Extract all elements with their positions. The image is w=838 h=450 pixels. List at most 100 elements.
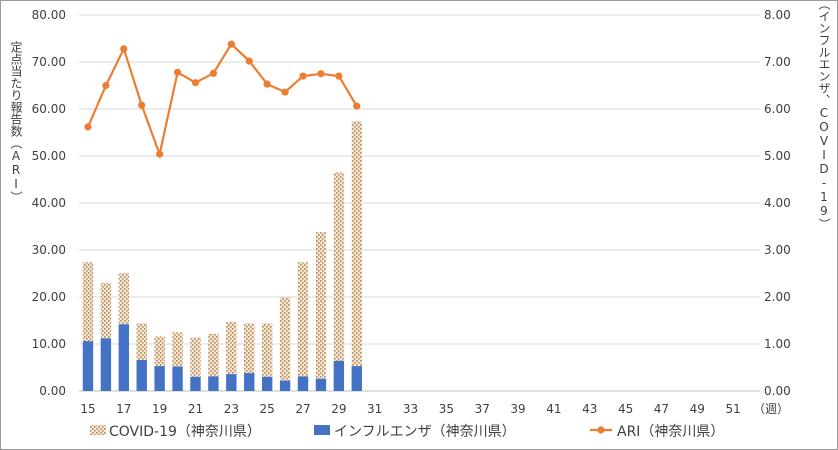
x-tick-label: 49 xyxy=(690,402,705,416)
x-tick-label: 39 xyxy=(510,402,525,416)
legend: COVID-19（神奈川県） インフルエンザ（神奈川県） ARI（神奈川県） xyxy=(90,424,724,440)
covid19-bar xyxy=(244,323,255,374)
left-tick-label: 50.00 xyxy=(32,149,66,163)
left-tick-label: 40.00 xyxy=(32,196,66,210)
ari-point xyxy=(263,80,271,88)
ari-point xyxy=(138,101,146,109)
influenza-bar xyxy=(279,380,291,391)
covid19-bar xyxy=(82,262,94,342)
covid19-bar xyxy=(279,297,291,381)
influenza-bar xyxy=(226,374,237,391)
right-tick-label: 3.00 xyxy=(764,243,791,257)
right-tick-label: 0.00 xyxy=(764,384,791,398)
legend-influenza-swatch xyxy=(314,425,330,435)
right-tick-label: 8.00 xyxy=(764,8,791,22)
influenza-bar xyxy=(351,366,362,391)
x-tick-label: 21 xyxy=(188,402,203,416)
covid19-bar xyxy=(351,121,362,367)
legend-covid19-label: COVID-19（神奈川県） xyxy=(109,424,261,440)
axis-titles: 定点当たり報告数（ARI） 定点当たり報告数（インフルエンザ、COVID-19） xyxy=(9,0,831,230)
ari-point xyxy=(209,69,218,77)
covid19-bar xyxy=(226,321,237,375)
ari-point xyxy=(156,150,164,158)
x-tick-label: 45 xyxy=(618,402,633,416)
legend-influenza-label: インフルエンザ（神奈川県） xyxy=(334,424,516,440)
legend-covid19-swatch xyxy=(90,425,106,435)
influenza-bar xyxy=(315,378,327,391)
left-tick-label: 10.00 xyxy=(32,337,66,351)
covid19-bar xyxy=(190,337,201,377)
ari-point xyxy=(191,79,200,87)
x-tick-label: 51 xyxy=(725,402,740,416)
x-tick-label: 27 xyxy=(295,402,310,416)
ari-point xyxy=(120,45,128,53)
covid19-bar xyxy=(172,332,183,367)
x-tick-label: 25 xyxy=(260,402,275,416)
right-tick-label: 1.00 xyxy=(764,337,791,351)
covid19-bar xyxy=(154,336,165,367)
influenza-bar xyxy=(118,324,129,391)
x-tick-label: 43 xyxy=(582,402,597,416)
influenza-bar xyxy=(190,376,201,391)
ari-point xyxy=(299,72,307,80)
right-tick-label: 2.00 xyxy=(764,290,791,304)
x-tick-label: 17 xyxy=(116,402,131,416)
influenza-bar xyxy=(82,341,94,391)
x-tick-label: 41 xyxy=(546,402,561,416)
x-axis: 15 17 19 21 23 25 27 29 31 33 35 37 39 41 43 45 47 49 51 （週… xyxy=(80,402,789,416)
x-tick-label: 19 xyxy=(152,402,167,416)
ari-point xyxy=(353,102,361,110)
influenza-bar xyxy=(297,376,309,391)
covid19-bar xyxy=(100,282,112,339)
x-unit-label: （週） xyxy=(753,402,789,416)
left-tick-label: 70.00 xyxy=(32,55,66,69)
right-axis: 0.00 1.00 2.00 3.00 4.00 5.00 6.00 7.00 8.00 xyxy=(764,8,791,398)
influenza-bar xyxy=(333,360,345,391)
x-tick-label: 35 xyxy=(439,402,454,416)
influenza-bar xyxy=(154,366,165,391)
x-tick-label: 29 xyxy=(331,402,346,416)
x-tick-label: 37 xyxy=(475,402,490,416)
ari-point xyxy=(173,68,182,76)
right-tick-label: 5.00 xyxy=(764,149,791,163)
influenza-bar xyxy=(261,376,273,391)
ari-line xyxy=(86,42,358,156)
right-tick-label: 7.00 xyxy=(764,55,791,69)
x-tick-label: 15 xyxy=(80,402,95,416)
ari-point xyxy=(102,81,110,90)
covid19-bar xyxy=(333,172,345,361)
ari-point xyxy=(335,72,343,80)
right-tick-label: 6.00 xyxy=(764,102,791,116)
right-axis-title: 定点当たり報告数（インフルエンザ、COVID-19） xyxy=(817,0,831,230)
influenza-bar xyxy=(136,359,147,391)
left-tick-label: 0.00 xyxy=(39,384,66,398)
legend-ari-label: ARI（神奈川県） xyxy=(617,424,724,440)
ari-point xyxy=(245,57,253,65)
covid19-bar xyxy=(297,262,309,377)
left-tick-label: 30.00 xyxy=(32,243,66,257)
left-axis-title: 定点当たり報告数（ARI） xyxy=(9,40,23,203)
covid19-bar xyxy=(208,333,219,377)
left-axis: 0.00 10.00 20.00 30.00 40.00 50.00 60.00 70.00 8… xyxy=(32,8,66,398)
x-tick-label: 47 xyxy=(654,402,669,416)
covid19-bar xyxy=(261,323,273,377)
ari-point xyxy=(84,123,92,131)
influenza-bar xyxy=(172,366,183,391)
influenza-bar xyxy=(100,338,112,391)
x-tick-label: 31 xyxy=(367,402,382,416)
line-series xyxy=(84,40,361,158)
ari-point xyxy=(281,88,289,96)
influenza-bar xyxy=(208,376,219,391)
right-tick-label: 4.00 xyxy=(764,196,791,210)
ari-point xyxy=(317,70,325,78)
x-tick-label: 33 xyxy=(403,402,418,416)
left-tick-label: 60.00 xyxy=(32,102,66,116)
ari-point xyxy=(227,40,235,48)
x-tick-label: 23 xyxy=(224,402,239,416)
bar-series xyxy=(82,121,362,391)
covid19-bar xyxy=(136,323,147,360)
covid19-bar xyxy=(118,273,129,325)
left-tick-label: 80.00 xyxy=(32,8,66,22)
influenza-bar xyxy=(244,373,255,391)
